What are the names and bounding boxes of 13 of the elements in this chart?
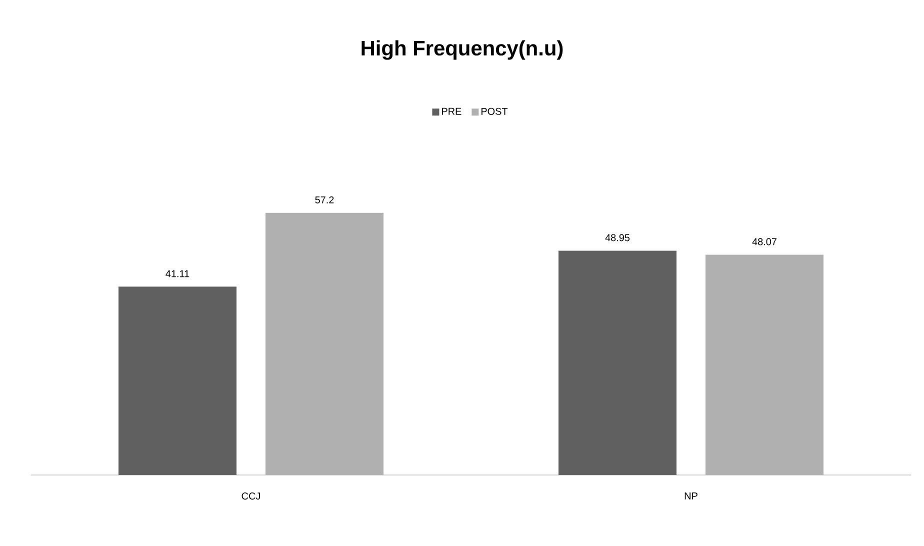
data-label: 41.11 [166,270,190,278]
bar [558,250,677,475]
legend-label: PRE [442,108,462,115]
data-label: 48.95 [605,234,630,242]
bar [706,254,824,475]
chart-title: High Frequency(n.u) [362,40,563,60]
x-tick-label: NP [684,492,698,500]
data-label: 48.07 [752,238,776,246]
legend-label: POST [481,108,508,115]
bar [118,286,237,475]
bar [266,212,384,475]
x-tick-label: CCJ [242,492,260,500]
data-label: 57.2 [315,196,334,204]
